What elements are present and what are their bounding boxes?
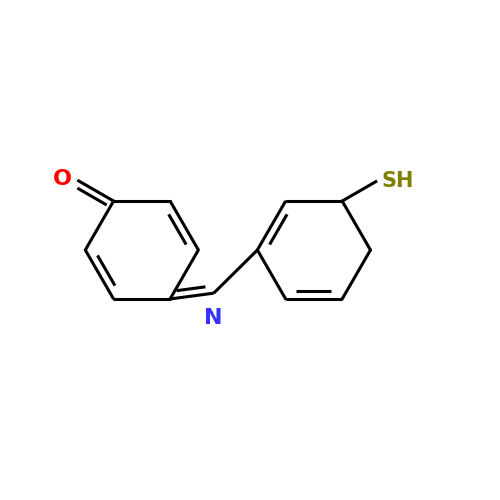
- Text: O: O: [52, 169, 72, 189]
- Text: SH: SH: [381, 171, 414, 191]
- Text: N: N: [204, 308, 223, 328]
